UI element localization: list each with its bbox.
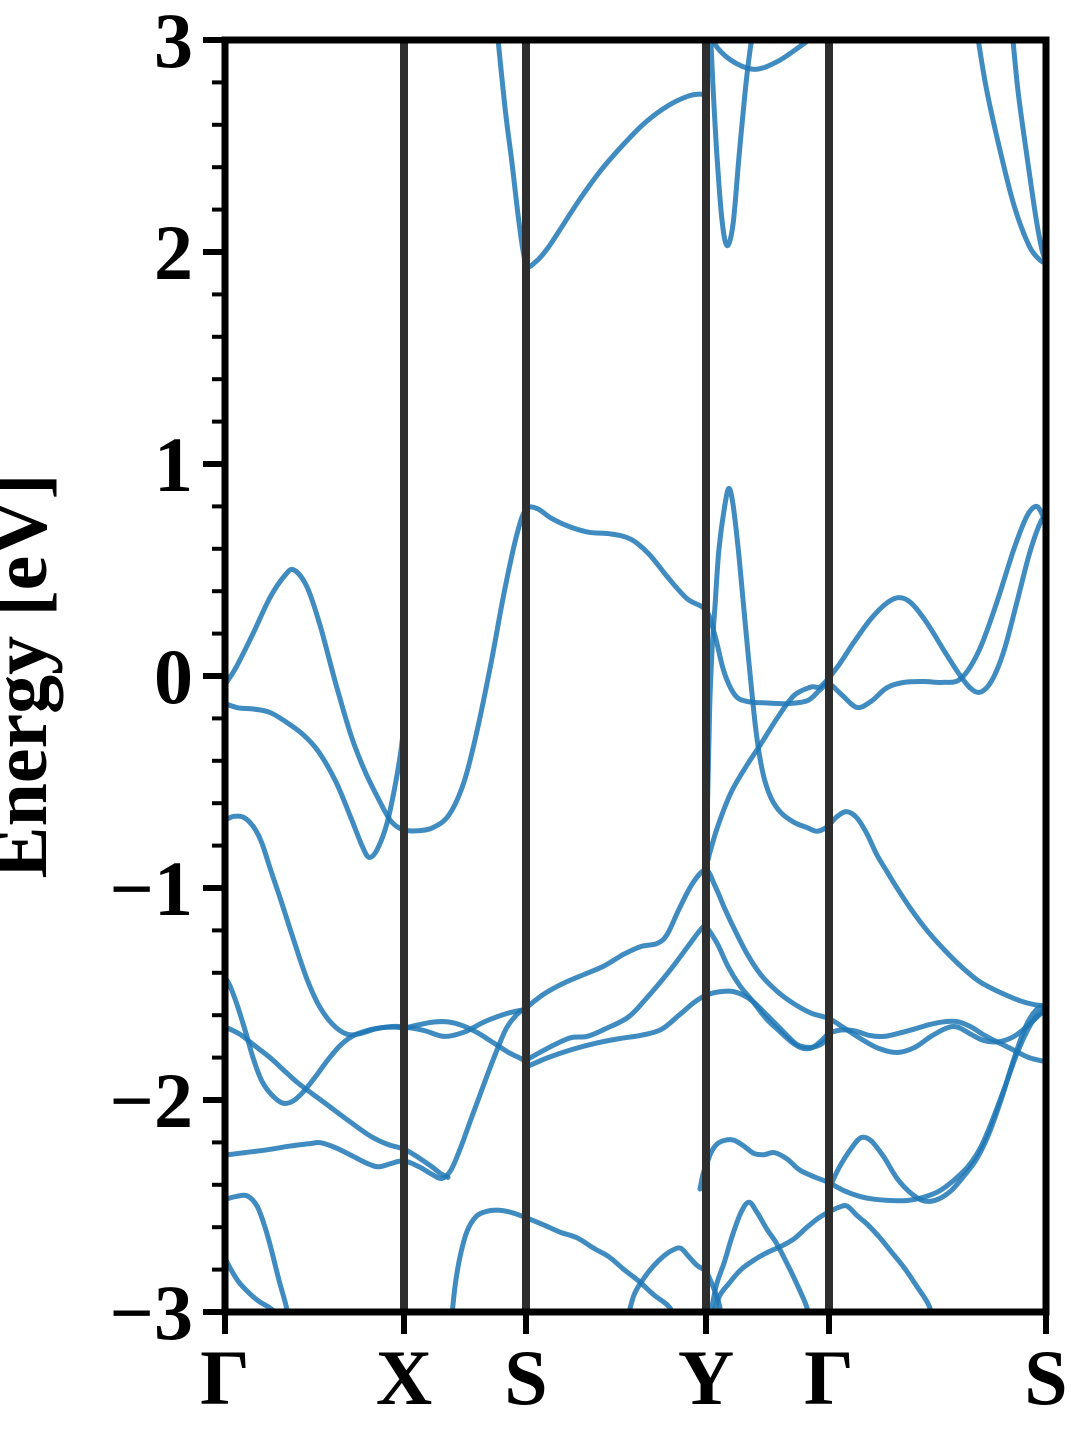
band-path-low-L2 bbox=[626, 1245, 724, 1312]
band-path-valence-flat-15 bbox=[523, 988, 832, 1070]
x-tick-label-3: Y bbox=[678, 1334, 734, 1421]
band-path-cond-Y-dip bbox=[709, 40, 814, 72]
y-axis-ticks: 3 2 1 0 −1 −2 −3 bbox=[110, 0, 225, 1356]
y-tick-label: −3 bbox=[110, 1269, 193, 1356]
band-path-low-gamma1-a bbox=[225, 1192, 290, 1312]
band-path-valence-c bbox=[225, 1024, 451, 1180]
band-path-low-L1 bbox=[449, 1207, 676, 1312]
x-tick-label-1: X bbox=[376, 1334, 432, 1421]
band-path-valence-lambda2 bbox=[225, 923, 1046, 1107]
x-tick-label-4: Γ bbox=[804, 1334, 854, 1421]
y-tick-label: 3 bbox=[154, 0, 193, 84]
high-symmetry-lines bbox=[400, 40, 833, 1312]
band-path-cond-GS-b bbox=[1010, 40, 1046, 264]
x-tick-label-5: S bbox=[1024, 1334, 1067, 1421]
band-path-valence-main bbox=[225, 503, 1046, 834]
band-path-cond-Y-valley bbox=[708, 40, 755, 249]
band-path-low-riser bbox=[826, 1003, 1046, 1204]
y-tick-label: 0 bbox=[154, 633, 193, 720]
x-tick-label-0: Γ bbox=[200, 1334, 250, 1421]
y-tick-label: 2 bbox=[154, 209, 193, 296]
y-axis-label: Energy [eV] bbox=[0, 473, 63, 878]
band-path-valence-F bbox=[225, 867, 1046, 1181]
y-tick-label: 1 bbox=[154, 421, 193, 508]
band-path-low-lambda3 bbox=[708, 1199, 811, 1312]
y-tick-label: −1 bbox=[110, 845, 193, 932]
band-path-low-gamma1-b bbox=[225, 1255, 279, 1312]
band-path-cond-GS-a bbox=[975, 40, 1046, 266]
band-path-valence-spike bbox=[703, 485, 1046, 1009]
band-path-valence-beta bbox=[703, 510, 1046, 870]
band-curves bbox=[225, 40, 1046, 1312]
y-tick-label: −2 bbox=[110, 1057, 193, 1144]
band-path-valence-gamma-2nd bbox=[225, 701, 407, 860]
band-path-cond-S-valley bbox=[495, 40, 709, 270]
x-tick-label-2: S bbox=[504, 1334, 547, 1421]
band-path-low-lambda4 bbox=[711, 1202, 934, 1312]
